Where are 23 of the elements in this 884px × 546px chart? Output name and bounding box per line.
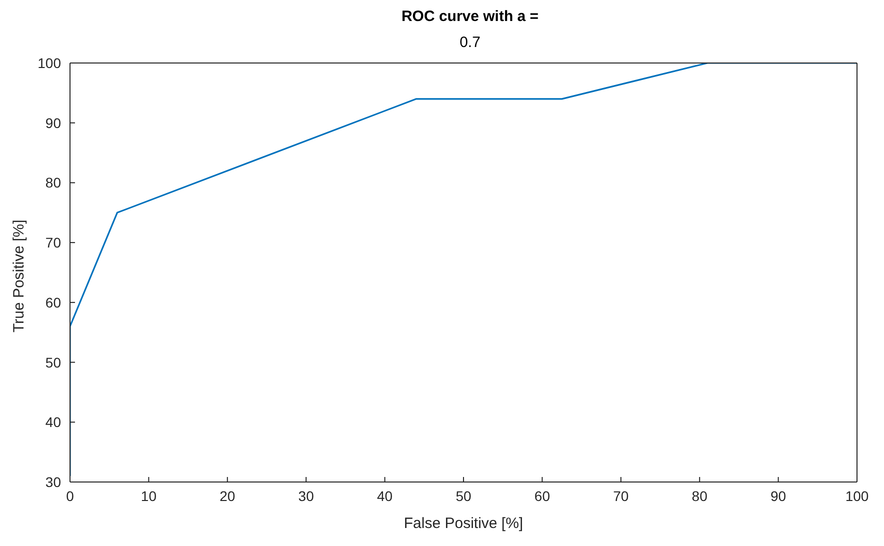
chart-subtitle: 0.7 [458, 34, 482, 53]
y-tick-label: 40 [45, 414, 62, 430]
x-tick-label: 70 [613, 488, 629, 504]
y-tick-label: 60 [45, 294, 62, 310]
x-tick-label: 80 [692, 488, 708, 504]
y-axis-title: True Positive [%] [10, 220, 28, 332]
y-tick-label: 30 [45, 474, 62, 490]
y-tick-label: 90 [45, 114, 62, 131]
x-axis-title: False Positive [%] [404, 515, 524, 532]
x-tick-label: 60 [534, 488, 550, 504]
chart-title: ROC curve with a = [400, 8, 540, 27]
y-tick-label: 50 [45, 354, 62, 370]
x-tick-label: 20 [220, 488, 236, 504]
x-tick-label: 30 [298, 488, 314, 504]
x-tick-label: 90 [770, 488, 786, 504]
x-tick-label: 50 [456, 488, 472, 504]
x-tick-label: 40 [377, 488, 393, 504]
x-tick-label: 100 [845, 488, 869, 504]
x-tick-label: 10 [140, 488, 157, 504]
y-tick-label: 100 [38, 54, 62, 71]
x-tick-label: 0 [66, 488, 74, 504]
y-tick-label: 80 [45, 174, 62, 191]
y-tick-label: 70 [45, 234, 62, 251]
